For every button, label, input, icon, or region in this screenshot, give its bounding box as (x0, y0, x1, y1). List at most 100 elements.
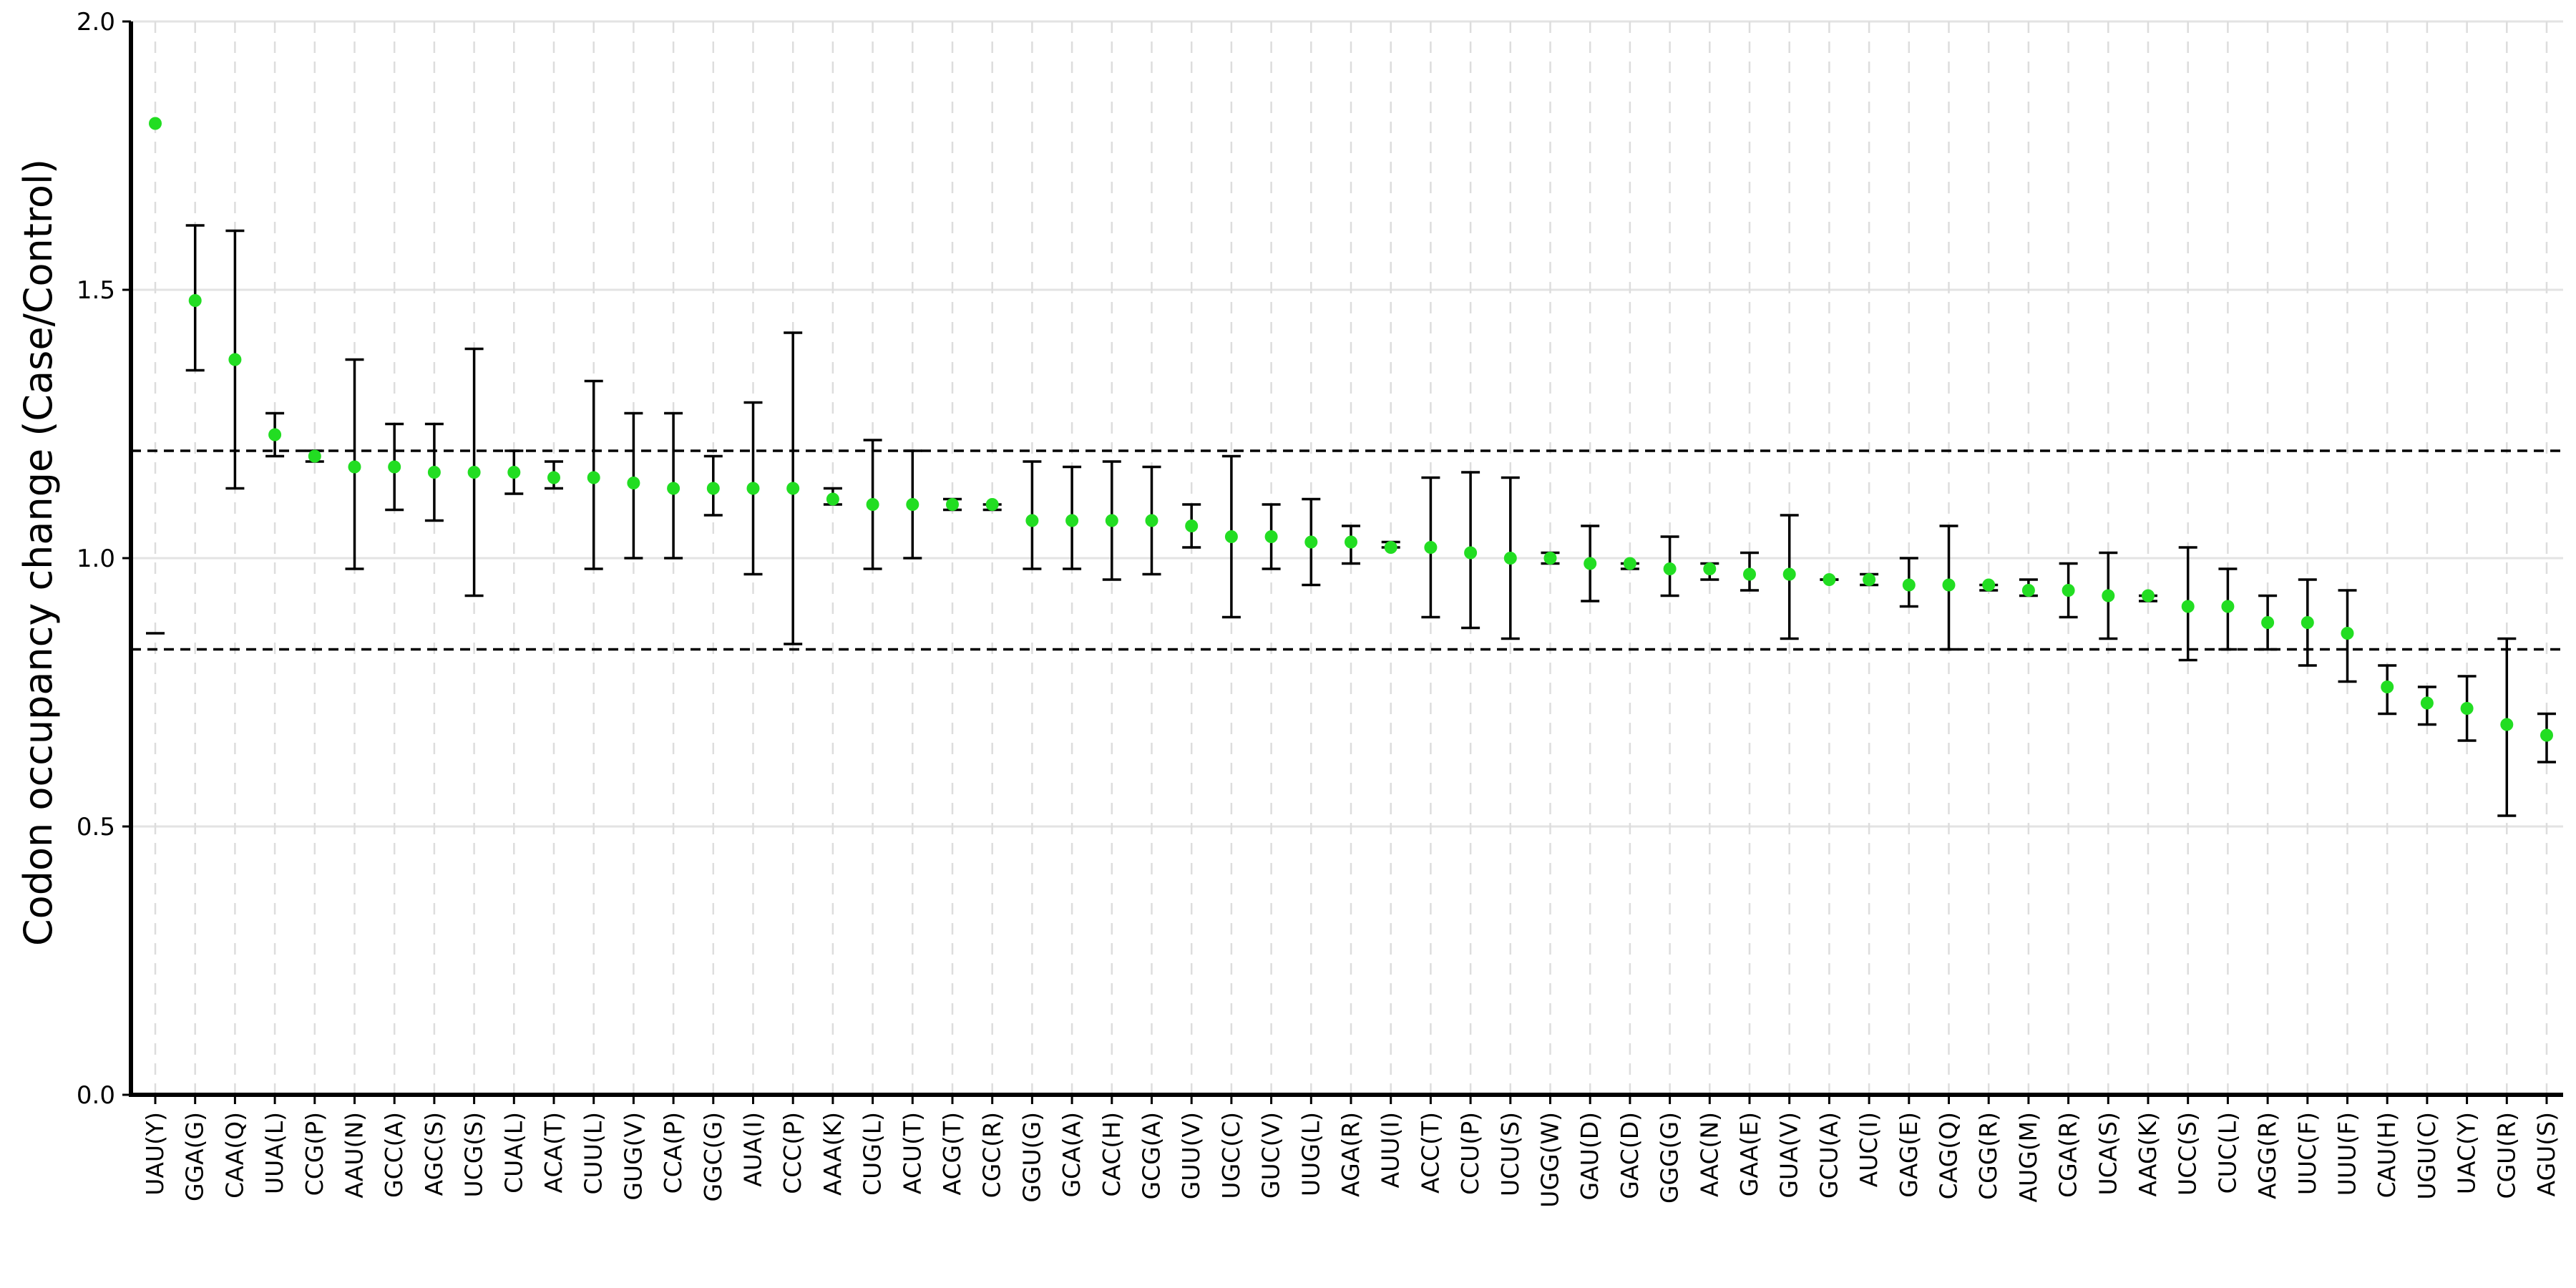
data-point (1464, 546, 1478, 560)
data-point (1663, 562, 1677, 575)
x-tick-label: UUG(L) (1297, 1112, 1324, 1196)
x-tick-label: UCC(S) (2174, 1112, 2202, 1196)
x-tick-label: GAA(E) (1735, 1112, 1763, 1196)
x-tick-label: UAC(Y) (2453, 1112, 2481, 1194)
data-point (427, 466, 441, 479)
x-tick-label: GGC(G) (699, 1112, 727, 1202)
x-tick-label: GAC(D) (1616, 1112, 1644, 1199)
x-tick-label: GCC(A) (380, 1112, 408, 1198)
data-point (1224, 530, 1238, 543)
x-tick-label: UGU(C) (2413, 1112, 2441, 1200)
data-point (1264, 530, 1278, 543)
x-tick-label: GUU(V) (1177, 1112, 1205, 1199)
data-point (786, 482, 800, 495)
x-tick-label: CAU(H) (2373, 1112, 2401, 1198)
data-point (1424, 541, 1438, 554)
x-tick-label: UUA(L) (260, 1112, 288, 1194)
data-point (1942, 578, 1956, 592)
data-point (667, 482, 680, 495)
data-point (1345, 535, 1357, 549)
data-point (1743, 567, 1756, 581)
grid-layer (131, 20, 2563, 1095)
x-tick-label: ACA(T) (540, 1112, 567, 1194)
x-tick-label: CAG(Q) (1935, 1112, 1963, 1199)
data-point (1065, 514, 1079, 527)
data-point (2341, 627, 2354, 640)
x-tick-label: CUG(L) (859, 1112, 887, 1196)
x-tick-label: AUU(I) (1377, 1112, 1405, 1188)
data-point (2102, 589, 2115, 602)
x-tick-label: ACU(T) (898, 1112, 926, 1194)
data-point (1982, 578, 1996, 592)
x-tick-label: UCA(S) (2094, 1112, 2122, 1195)
data-point (2261, 616, 2275, 629)
threshold-lines (131, 449, 2563, 651)
data-point (826, 492, 839, 506)
y-axis-title: Codon occupancy change (Case/Control) (16, 159, 61, 946)
data-point (308, 449, 321, 463)
x-tick-label: AAA(K) (819, 1112, 847, 1196)
data-point (348, 460, 361, 474)
x-tick-label: CCG(P) (301, 1112, 328, 1196)
data-point (906, 498, 919, 511)
x-tick-label: CCC(P) (779, 1112, 806, 1194)
x-tick-label: ACG(T) (938, 1112, 966, 1196)
data-point (2221, 600, 2235, 613)
data-point (188, 294, 202, 307)
tick-labels: 0.0 0.5 1.0 1.5 2.0 UAU(Y) GGA(G) CAA(Q) UUA(L) C… (77, 8, 2560, 1208)
data-point (866, 498, 879, 511)
data-points (149, 117, 2553, 742)
x-tick-label: GGA(G) (181, 1112, 209, 1201)
axes (122, 20, 2563, 1104)
x-tick-label: AAG(K) (2134, 1112, 2162, 1196)
x-tick-label: GGG(G) (1656, 1112, 1684, 1204)
x-tick-label: AGG(R) (2253, 1112, 2281, 1199)
data-point (587, 471, 600, 484)
data-point (149, 117, 162, 130)
data-point (1543, 552, 1557, 565)
data-point (2381, 680, 2394, 693)
x-tick-label: GCG(A) (1138, 1112, 1166, 1200)
data-point (946, 498, 959, 511)
x-tick-label: AGC(S) (420, 1112, 448, 1196)
data-point (507, 466, 521, 479)
x-tick-label: UCG(S) (460, 1112, 488, 1197)
y-tick-label: 1.5 (77, 276, 115, 305)
x-tick-label: CCU(P) (1456, 1112, 1484, 1195)
x-tick-label: GUG(V) (619, 1112, 647, 1201)
y-tick-label: 2.0 (77, 8, 115, 36)
data-point (2460, 702, 2474, 715)
x-tick-label: GAU(D) (1576, 1112, 1604, 1200)
x-tick-label: AGA(R) (1337, 1112, 1365, 1197)
x-tick-label: CCA(P) (659, 1112, 687, 1194)
data-point (1304, 535, 1318, 549)
data-point (1902, 578, 1916, 592)
data-point (1384, 541, 1397, 554)
data-point (388, 460, 401, 474)
x-tick-label: GCA(A) (1058, 1112, 1085, 1198)
x-tick-label: AGU(S) (2532, 1112, 2560, 1196)
x-tick-label: AAC(N) (1695, 1112, 1723, 1197)
x-tick-label: GUA(V) (1775, 1112, 1803, 1199)
data-point (1025, 514, 1039, 527)
x-tick-label: AUC(I) (1855, 1112, 1883, 1187)
data-point (2301, 616, 2314, 629)
data-point (268, 428, 282, 441)
x-tick-label: CUU(L) (580, 1112, 608, 1194)
data-point (1105, 514, 1118, 527)
data-point (1623, 557, 1636, 570)
data-point (985, 498, 999, 511)
data-point (467, 466, 481, 479)
data-point (1863, 573, 1876, 586)
data-point (1145, 514, 1158, 527)
x-tick-label: CGA(R) (2054, 1112, 2082, 1198)
x-tick-label: CUC(L) (2213, 1112, 2241, 1194)
x-tick-label: CUA(L) (499, 1112, 527, 1194)
data-point (1782, 567, 1796, 581)
x-tick-label: GUC(V) (1257, 1112, 1285, 1199)
x-tick-label: GGU(G) (1018, 1112, 1045, 1203)
x-tick-label: UGC(C) (1217, 1112, 1245, 1199)
data-point (547, 471, 560, 484)
data-point (2500, 718, 2514, 731)
